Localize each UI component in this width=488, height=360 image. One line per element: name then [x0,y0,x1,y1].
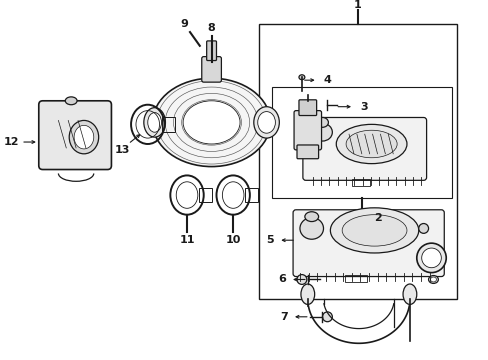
Ellipse shape [304,212,318,221]
Ellipse shape [300,284,314,305]
Ellipse shape [427,275,437,283]
Ellipse shape [147,113,161,132]
Ellipse shape [299,218,323,239]
Bar [258,24,456,299]
Ellipse shape [69,121,99,154]
Bar [272,87,451,198]
FancyBboxPatch shape [206,41,216,60]
FancyBboxPatch shape [296,145,318,159]
Bar [345,275,366,283]
FancyBboxPatch shape [39,101,111,170]
Ellipse shape [257,112,275,133]
Ellipse shape [183,101,240,144]
Text: 2: 2 [374,213,382,222]
Text: 13: 13 [114,145,130,155]
Text: 12: 12 [3,137,19,147]
Ellipse shape [330,208,418,253]
FancyBboxPatch shape [292,210,444,276]
Ellipse shape [65,97,77,105]
Circle shape [322,312,332,322]
Ellipse shape [416,243,446,273]
Ellipse shape [429,277,435,282]
Text: 5: 5 [266,235,274,245]
Text: 4: 4 [323,75,331,85]
Text: 10: 10 [225,235,241,245]
Ellipse shape [346,130,396,158]
Ellipse shape [402,284,416,305]
FancyBboxPatch shape [298,100,316,116]
Ellipse shape [342,215,406,246]
Text: 7: 7 [280,312,287,322]
Bar [351,179,369,186]
Text: 6: 6 [278,274,285,284]
Circle shape [418,224,427,233]
Ellipse shape [298,75,304,80]
Bar [199,188,211,202]
FancyBboxPatch shape [302,117,426,180]
Bar [244,188,257,202]
FancyBboxPatch shape [293,111,321,150]
Text: 8: 8 [207,23,215,33]
Ellipse shape [336,124,406,164]
Text: 3: 3 [359,102,367,112]
Bar [161,117,175,132]
Ellipse shape [143,108,165,137]
Text: 1: 1 [353,0,361,10]
Ellipse shape [253,107,279,138]
Text: 9: 9 [180,19,188,29]
Ellipse shape [74,125,94,149]
FancyBboxPatch shape [202,57,221,82]
Ellipse shape [421,248,441,268]
Circle shape [296,275,306,284]
Ellipse shape [152,78,270,167]
Ellipse shape [312,123,332,141]
Text: 11: 11 [179,235,194,245]
Ellipse shape [316,117,328,127]
